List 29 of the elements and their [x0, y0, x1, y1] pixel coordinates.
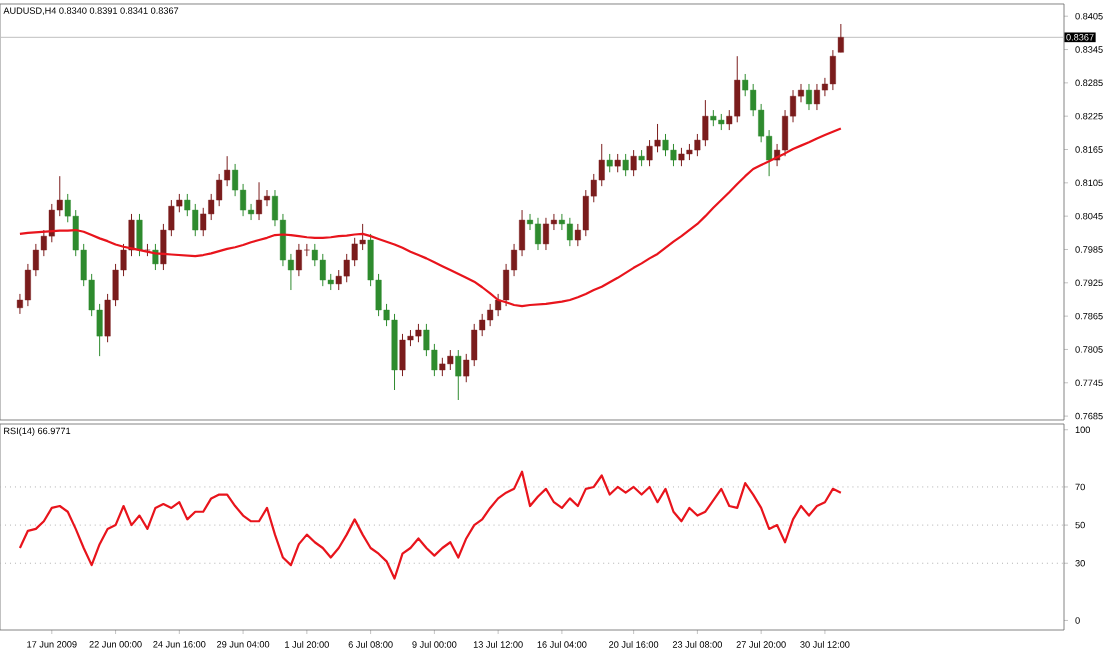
candlestick: [813, 83, 820, 111]
candlestick: [192, 203, 199, 237]
candlestick: [678, 147, 685, 167]
candlestick: [566, 217, 573, 247]
candlestick: [734, 55, 741, 123]
candlestick: [455, 349, 462, 401]
candlestick: [535, 217, 541, 251]
candlestick: [622, 153, 629, 177]
candlestick: [654, 123, 661, 153]
candlestick: [646, 139, 653, 167]
candlestick: [415, 323, 422, 343]
candlestick: [670, 143, 677, 167]
candlestick: [295, 243, 302, 277]
candlestick: [48, 203, 55, 243]
candlestick: [256, 181, 263, 221]
candlestick: [662, 133, 669, 157]
candlestick: [542, 217, 549, 251]
candlestick: [702, 99, 709, 147]
candlestick: [805, 83, 812, 111]
candlestick: [447, 349, 454, 371]
candlestick: [630, 149, 637, 177]
candlestick: [200, 207, 207, 237]
candlestick: [264, 189, 270, 207]
candlestick: [399, 333, 406, 377]
candlestick: [136, 213, 143, 257]
candlestick: [439, 357, 446, 377]
candlestick: [319, 253, 326, 287]
candlestick: [614, 153, 621, 173]
candlestick: [606, 153, 613, 173]
